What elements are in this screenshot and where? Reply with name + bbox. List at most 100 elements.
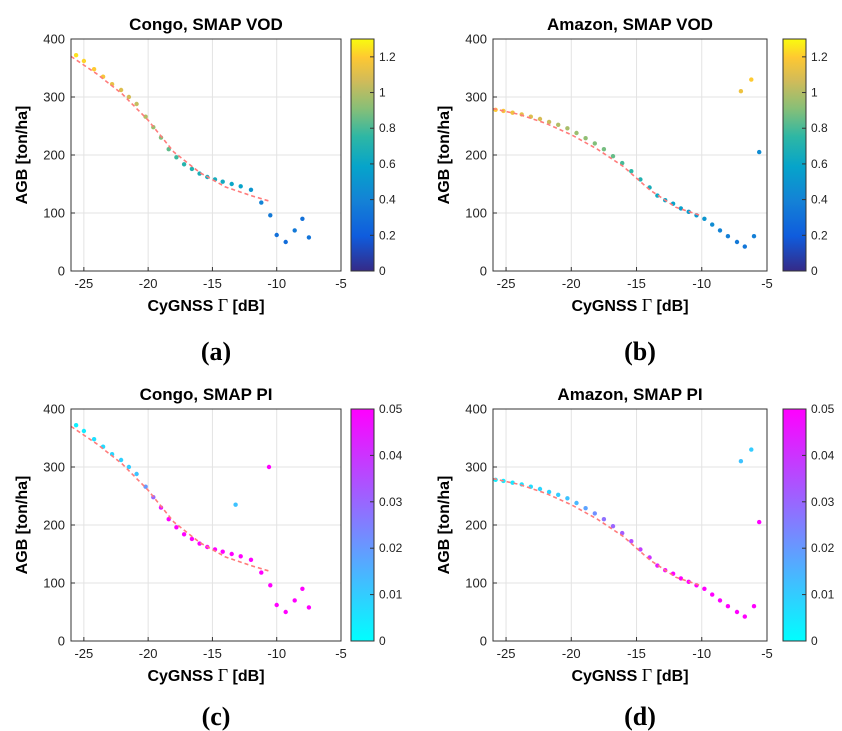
x-tick-label: -15 — [203, 646, 222, 661]
scatter-point — [610, 524, 616, 529]
colorbar-tick-label: 0 — [379, 634, 386, 648]
scatter-point — [734, 609, 740, 615]
scatter-point — [710, 592, 715, 597]
scatter-point — [300, 586, 305, 591]
x-tick-label: -10 — [692, 276, 711, 291]
scatter-point — [268, 583, 273, 588]
fit-line — [492, 107, 703, 217]
y-tick-label: 0 — [480, 264, 487, 279]
scatter-point — [583, 136, 588, 141]
scatter-point — [134, 101, 139, 107]
colorbar-tick-label: 0.2 — [379, 228, 396, 242]
y-tick-label: 300 — [43, 460, 65, 475]
colorbar-tick-label: 0.03 — [811, 495, 835, 509]
scatter-point — [181, 532, 187, 537]
x-tick-label: -20 — [562, 646, 581, 661]
colorbar-tick-label: 0.03 — [379, 495, 403, 509]
fit-line — [70, 55, 271, 203]
x-tick-label: -20 — [562, 276, 581, 291]
scatter-point — [292, 228, 297, 233]
panel-label: (b) — [624, 337, 656, 366]
scatter-point — [742, 614, 747, 619]
colorbar-tick-label: 0.01 — [379, 588, 403, 602]
scatter-point — [546, 119, 552, 125]
scatter-point — [174, 525, 179, 530]
panel-label: (d) — [624, 702, 656, 731]
scatter-point — [725, 234, 731, 239]
colorbar-tick-label: 0.8 — [379, 121, 396, 135]
colorbar-tick-label: 0.04 — [379, 448, 403, 462]
scatter-point — [229, 551, 234, 557]
colorbar — [350, 408, 375, 642]
scatter-point — [655, 563, 660, 568]
panel-label: (c) — [202, 702, 231, 731]
x-tick-label: -15 — [627, 276, 646, 291]
x-tick-label: -20 — [139, 276, 158, 291]
y-tick-label: 200 — [465, 518, 487, 533]
y-tick-label: 200 — [43, 148, 65, 163]
y-tick-label: 100 — [465, 206, 487, 221]
x-tick-label: -5 — [761, 646, 773, 661]
scatter-point — [238, 184, 243, 189]
scatter-point — [118, 87, 124, 93]
scatter-point — [91, 437, 97, 442]
colorbar — [350, 38, 375, 272]
scatter-point — [601, 147, 607, 152]
scatter-point — [118, 457, 124, 463]
scatter-point — [601, 517, 607, 522]
x-axis-label: CyGNSS Γ [dB] — [147, 295, 264, 315]
panel-label: (a) — [201, 337, 231, 366]
scatter-point — [629, 539, 634, 544]
colorbar-tick-label: 0.01 — [811, 588, 835, 602]
colorbar-tick-label: 0.4 — [379, 193, 396, 207]
y-tick-label: 0 — [58, 264, 65, 279]
scatter-point — [220, 549, 225, 554]
colorbar-tick-label: 0.8 — [811, 121, 828, 135]
scatter-point — [638, 177, 643, 182]
scatter-point — [174, 155, 179, 160]
scatter-point — [717, 228, 723, 233]
y-tick-label: 0 — [480, 634, 487, 649]
colorbar-tick-label: 0 — [379, 264, 386, 278]
scatter-point — [220, 179, 225, 184]
scatter-point — [725, 604, 731, 609]
scatter-point — [283, 239, 288, 245]
scatter-point — [583, 506, 588, 511]
scatter-point — [738, 459, 744, 464]
scatter-point — [655, 193, 660, 198]
x-tick-label: -25 — [497, 276, 516, 291]
scatter-point — [702, 586, 707, 591]
x-tick-label: -25 — [74, 646, 93, 661]
x-tick-label: -25 — [74, 276, 93, 291]
chart-title: Congo, SMAP VOD — [129, 15, 283, 34]
scatter-point — [629, 169, 634, 174]
x-tick-label: -25 — [497, 646, 516, 661]
scatter-point — [300, 216, 305, 221]
x-tick-label: -15 — [627, 646, 646, 661]
colorbar-tick-label: 0.6 — [379, 157, 396, 171]
x-tick-label: -5 — [335, 646, 347, 661]
y-tick-label: 400 — [43, 402, 65, 417]
scatter-point — [537, 486, 543, 492]
scatter-point — [306, 605, 312, 610]
scatter-point — [757, 149, 762, 155]
y-tick-label: 200 — [43, 518, 65, 533]
chart-panel-3: -25 -20 -15 -10 -5 0 100 200 300 400 Congo, SMAP P… — [14, 385, 403, 731]
y-tick-label: 300 — [43, 90, 65, 105]
scatter-point — [574, 130, 579, 136]
chart-title: Congo, SMAP PI — [140, 385, 273, 404]
scatter-point — [81, 58, 87, 64]
y-axis-label: AGB [ton/ha] — [436, 476, 453, 575]
scatter-point — [259, 200, 264, 205]
scatter-point — [189, 166, 195, 172]
y-tick-label: 300 — [465, 460, 487, 475]
scatter-point — [73, 423, 79, 428]
chart-title: Amazon, SMAP VOD — [547, 15, 713, 34]
scatter-point — [73, 53, 79, 58]
chart-panel-4: -25 -20 -15 -10 -5 0 100 200 300 400 Amazon, SMAP … — [436, 385, 835, 731]
scatter-point — [268, 213, 273, 218]
y-tick-label: 200 — [465, 148, 487, 163]
scatter-point — [717, 598, 723, 603]
y-tick-label: 100 — [43, 576, 65, 591]
